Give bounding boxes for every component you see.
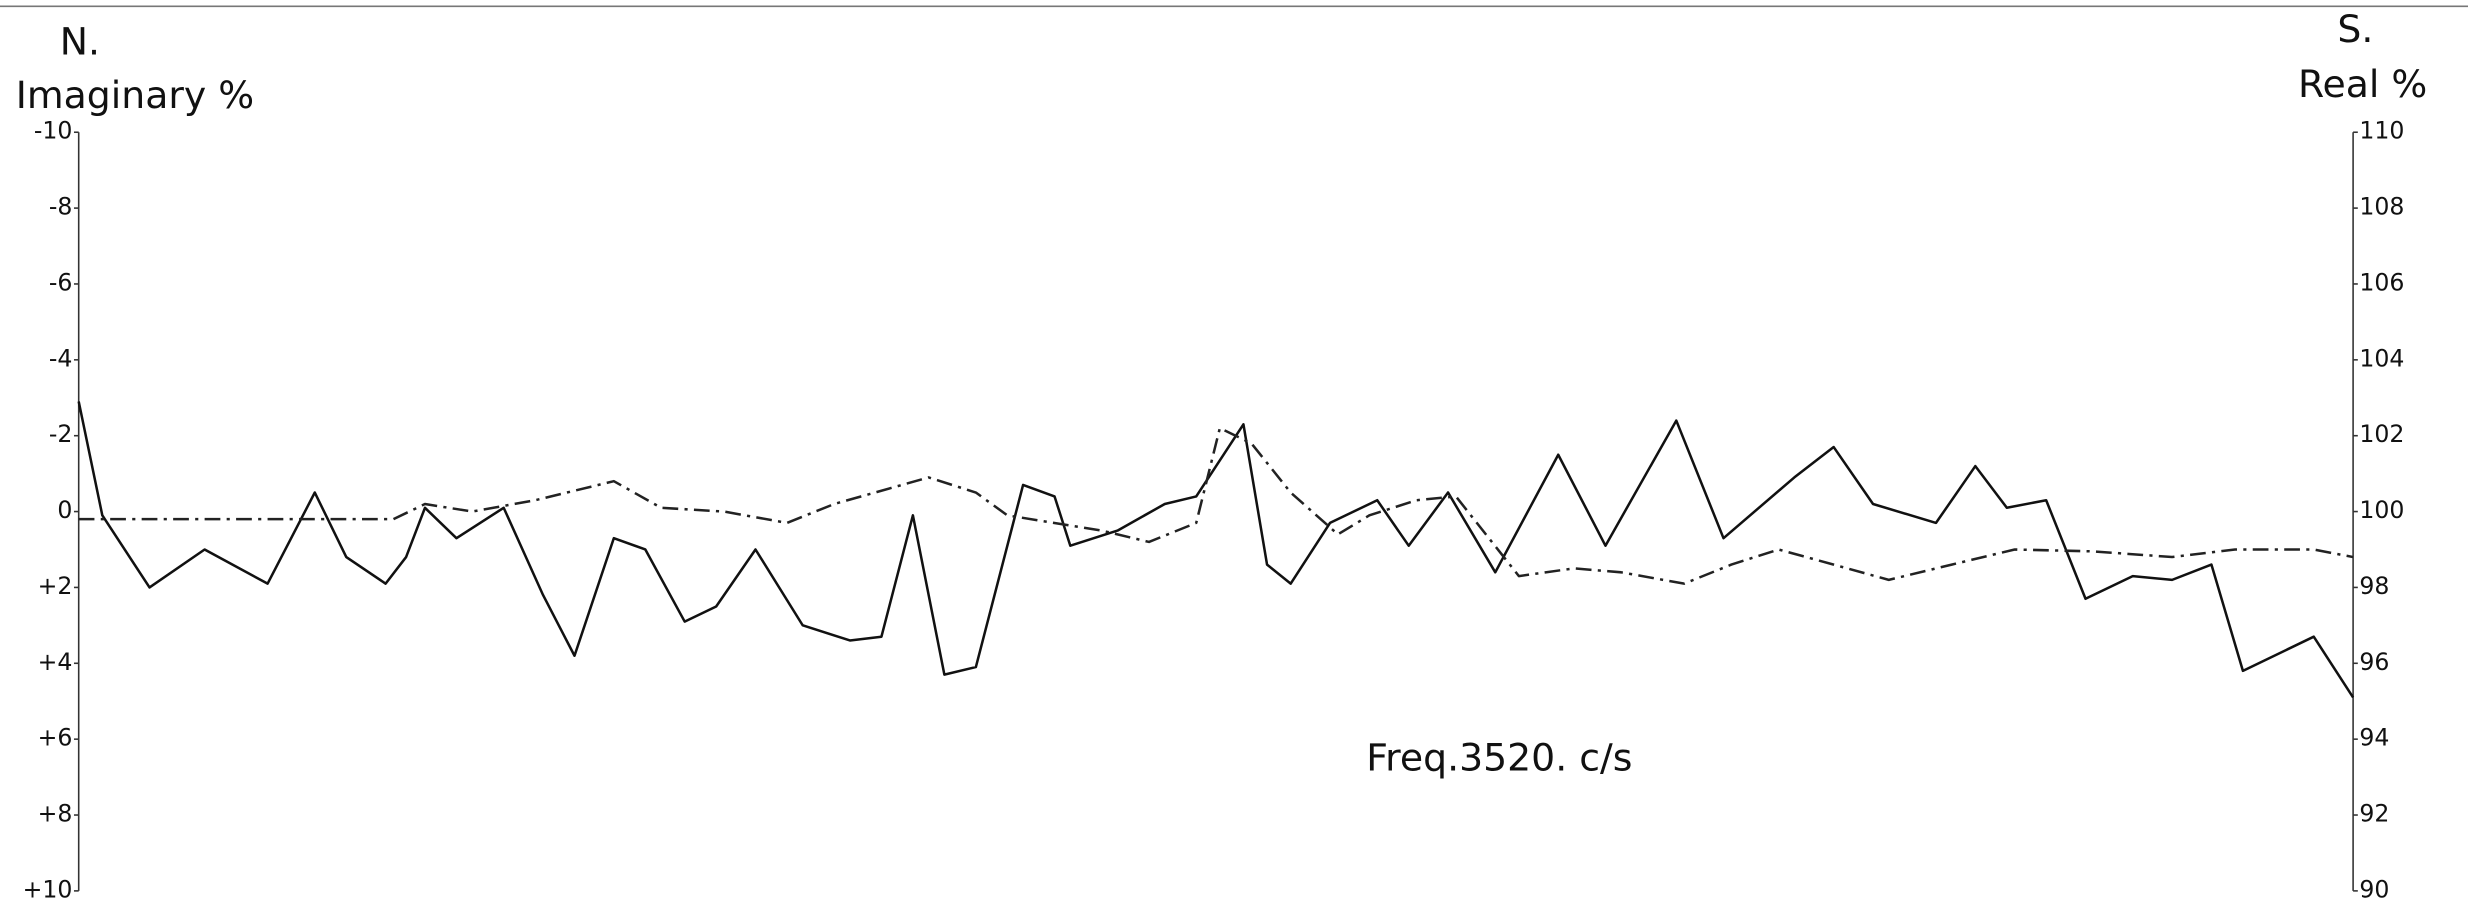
y-tick-label: +10 bbox=[23, 875, 73, 903]
y-tick-label: 0 bbox=[57, 496, 72, 524]
y2-tick-label: 98 bbox=[2359, 572, 2389, 600]
y-axis-label: Imaginary % bbox=[16, 73, 254, 117]
y-tick-label: -4 bbox=[49, 344, 73, 372]
annotation: Freq.3520. c/s bbox=[1366, 736, 1632, 780]
y2-tick-label: 100 bbox=[2359, 496, 2404, 524]
y2-tick-label: 104 bbox=[2359, 344, 2404, 372]
y-tick-label: +4 bbox=[38, 648, 73, 676]
y-tick-label: -8 bbox=[49, 193, 73, 221]
y2-tick-label: 90 bbox=[2359, 875, 2389, 903]
north-label: N. bbox=[60, 20, 100, 64]
series-line bbox=[78, 426, 2354, 585]
y2-tick-label: 102 bbox=[2359, 420, 2404, 448]
y-tick-label: -10 bbox=[34, 117, 73, 145]
y2-tick-label: 92 bbox=[2359, 800, 2389, 828]
south-label: S. bbox=[2337, 7, 2373, 51]
y2-tick-label: 108 bbox=[2359, 193, 2404, 221]
y-tick-label: +2 bbox=[38, 572, 73, 600]
y-tick-label: +8 bbox=[38, 800, 73, 828]
y2-tick-label: 96 bbox=[2359, 648, 2389, 676]
y2-tick-label: 106 bbox=[2359, 268, 2404, 296]
y2-tick-label: 94 bbox=[2359, 724, 2389, 752]
y-tick-label: -2 bbox=[49, 420, 73, 448]
y2-axis-label: Real % bbox=[2298, 62, 2427, 106]
y-tick-label: +6 bbox=[38, 724, 73, 752]
series-line bbox=[77, 401, 2355, 699]
y-tick-label: -6 bbox=[49, 268, 73, 296]
y2-tick-label: 110 bbox=[2359, 117, 2404, 145]
